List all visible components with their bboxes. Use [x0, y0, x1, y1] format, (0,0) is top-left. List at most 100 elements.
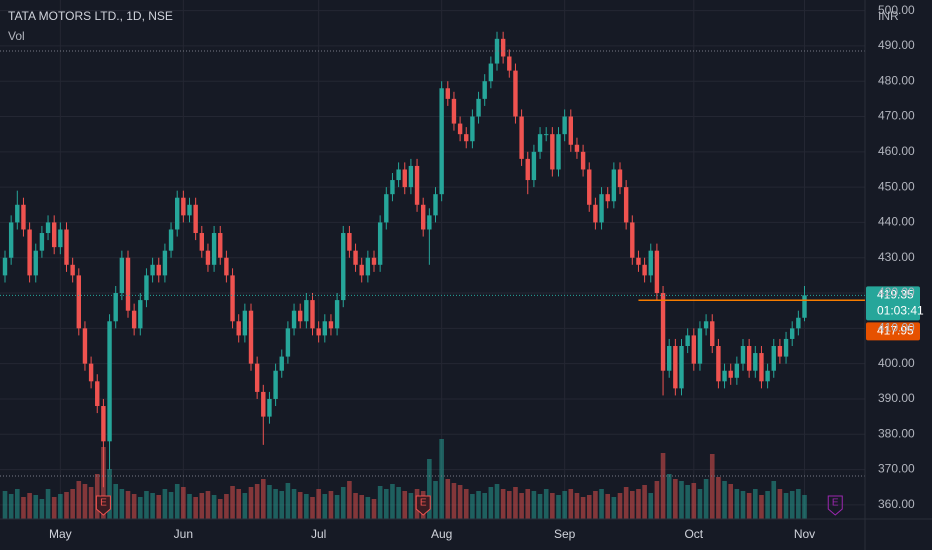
candle-body — [617, 169, 623, 188]
candle-body — [433, 194, 438, 216]
candle-body — [377, 222, 383, 265]
candle-body — [451, 98, 457, 124]
volume-bar — [580, 497, 586, 519]
volume-bar — [463, 489, 469, 519]
candle-body — [125, 257, 131, 311]
volume-bar — [291, 489, 297, 519]
y-tick-label: 360.00 — [878, 497, 915, 511]
volume-bar — [224, 494, 229, 519]
volume-bar — [574, 493, 580, 519]
y-tick-label: 460.00 — [878, 144, 915, 158]
candle-body — [101, 406, 106, 442]
volume-bar — [630, 491, 635, 519]
candle-body — [457, 123, 463, 135]
candle-body — [218, 233, 223, 258]
candle-body — [716, 346, 721, 382]
volume-bar — [543, 489, 549, 519]
candle-body — [685, 335, 690, 346]
volume-bar — [144, 491, 149, 519]
candle-body — [119, 257, 125, 294]
candle-body — [765, 370, 770, 382]
volume-bar — [796, 489, 801, 519]
y-tick-label: 420.00 — [878, 285, 915, 299]
candle-body — [353, 250, 358, 265]
candle-body — [556, 134, 561, 170]
volume-bar — [531, 491, 537, 519]
y-tick-label: 500.00 — [878, 3, 915, 17]
earnings-marker — [415, 495, 431, 516]
volume-bar — [697, 489, 703, 519]
volume-bar — [513, 487, 518, 519]
candle-body — [519, 116, 524, 159]
y-tick-label: 470.00 — [878, 109, 915, 123]
candle-body — [507, 56, 512, 71]
candle-body — [371, 257, 377, 265]
candle-body — [168, 229, 174, 251]
volume-bar — [777, 489, 783, 519]
candle-body — [365, 257, 371, 276]
last-price-label: 419.35 — [877, 288, 914, 302]
volume-bar — [408, 493, 414, 519]
candle-body — [384, 194, 389, 223]
candle-body — [254, 363, 260, 392]
volume-bar — [599, 489, 604, 519]
candle-body — [421, 204, 426, 230]
volume-bar — [636, 489, 641, 519]
volume-bar — [586, 495, 592, 519]
volume-bar — [242, 493, 248, 519]
volume-bar — [21, 497, 26, 519]
candle-body — [242, 310, 248, 336]
candle-body — [27, 229, 32, 276]
candle-body — [740, 346, 746, 364]
x-tick-label: Oct — [684, 527, 703, 541]
candle-body — [402, 169, 407, 188]
y-tick-label: 370.00 — [878, 462, 915, 476]
candle-body — [144, 275, 149, 301]
volume-bar — [593, 491, 598, 519]
volume-bar — [58, 494, 63, 519]
reference-price-label: 417.95 — [877, 324, 914, 338]
volume-bar — [648, 493, 654, 519]
volume-bar — [2, 491, 8, 519]
candle-body — [771, 346, 776, 371]
volume-bar — [248, 487, 254, 519]
candle-body — [494, 38, 500, 64]
candle-body — [230, 275, 235, 322]
volume-bar — [45, 489, 51, 519]
y-tick-label: 450.00 — [878, 179, 915, 193]
volume-bar — [113, 484, 118, 519]
x-tick-label: Aug — [431, 527, 452, 541]
volume-bar — [507, 491, 512, 519]
volume-bar — [273, 489, 278, 519]
volume-bar — [334, 495, 340, 519]
volume-bar — [353, 493, 358, 519]
volume-bar — [759, 495, 764, 519]
candle-body — [88, 363, 94, 382]
candle-body — [414, 165, 420, 205]
candle-body — [630, 222, 635, 258]
volume-bar — [359, 495, 364, 519]
volume-bar — [279, 491, 285, 519]
candle-body — [39, 233, 45, 251]
volume-bar — [457, 485, 463, 519]
candle-body — [328, 321, 334, 329]
volume-bar — [550, 493, 555, 519]
volume-bar — [119, 489, 125, 519]
candle-body — [703, 321, 709, 329]
candle-body — [316, 328, 321, 336]
overlay: E E E 419.35 01:03:41 417.95 — [0, 286, 924, 516]
volume-bar — [377, 486, 383, 519]
volume-bar — [310, 497, 315, 519]
volume-bar — [562, 491, 567, 519]
candle-body — [175, 197, 180, 230]
candle-body — [211, 233, 217, 265]
candle-body — [45, 222, 51, 234]
volume-bar — [568, 489, 574, 519]
volume-bar — [691, 483, 697, 519]
volume-bar — [174, 484, 180, 519]
volume-bar — [654, 481, 660, 519]
volume-bar — [76, 481, 82, 519]
volume-bar — [673, 479, 678, 519]
candle-body — [310, 300, 315, 329]
